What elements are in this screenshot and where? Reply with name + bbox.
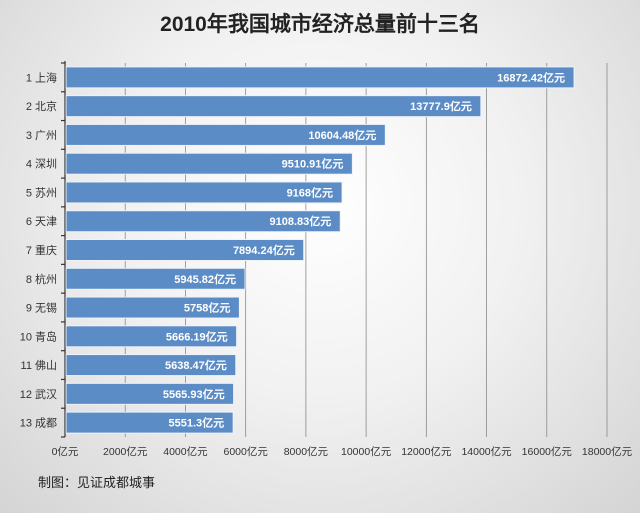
x-tick-label: 14000亿元 bbox=[461, 445, 512, 458]
bar bbox=[65, 325, 238, 348]
x-tick-label: 0亿元 bbox=[52, 445, 79, 458]
category-label: 4 深圳 bbox=[26, 158, 57, 171]
x-tick-label: 16000亿元 bbox=[522, 445, 573, 458]
category-label: 10 青岛 bbox=[20, 329, 57, 343]
bar bbox=[65, 296, 240, 319]
x-tick-label: 12000亿元 bbox=[401, 445, 452, 458]
category-label: 13 成都 bbox=[20, 417, 57, 430]
bar bbox=[65, 95, 482, 118]
category-label: 3 广州 bbox=[26, 129, 57, 142]
x-tick-label: 8000亿元 bbox=[284, 445, 329, 458]
bar bbox=[65, 210, 341, 233]
data-label: 7894.24亿元 bbox=[233, 243, 295, 257]
data-label: 5638.47亿元 bbox=[165, 358, 227, 372]
data-label: 9108.83亿元 bbox=[270, 214, 332, 228]
category-label: 1 上海 bbox=[26, 70, 57, 84]
bar bbox=[65, 382, 235, 405]
bar bbox=[65, 152, 353, 175]
bar bbox=[65, 239, 305, 261]
x-tick-label: 18000亿元 bbox=[582, 445, 633, 458]
bar bbox=[65, 411, 234, 434]
category-label: 6 天津 bbox=[26, 215, 57, 228]
data-label: 10604.48亿元 bbox=[308, 128, 376, 142]
category-label: 2 北京 bbox=[26, 99, 57, 113]
category-label: 8 杭州 bbox=[26, 272, 57, 286]
x-tick-label: 4000亿元 bbox=[163, 445, 208, 458]
category-label: 9 无锡 bbox=[26, 301, 57, 315]
bar bbox=[65, 267, 246, 290]
data-label: 9168亿元 bbox=[287, 185, 333, 199]
bar bbox=[65, 181, 343, 204]
data-label: 5945.82亿元 bbox=[174, 272, 236, 286]
data-label: 16872.42亿元 bbox=[497, 70, 565, 84]
data-label: 5666.19亿元 bbox=[166, 329, 228, 343]
category-label: 7 重庆 bbox=[26, 243, 57, 257]
bar bbox=[65, 66, 575, 89]
category-label: 5 苏州 bbox=[26, 186, 57, 199]
category-label: 11 佛山 bbox=[21, 359, 57, 372]
chart-title: 2010年我国城市经济总量前十三名 bbox=[160, 13, 480, 36]
data-label: 5758亿元 bbox=[184, 301, 230, 315]
x-tick-label: 10000亿元 bbox=[341, 445, 392, 458]
data-label: 5565.93亿元 bbox=[163, 387, 225, 401]
bar bbox=[65, 123, 386, 146]
data-label: 5551.3亿元 bbox=[168, 416, 224, 430]
x-tick-label: 6000亿元 bbox=[223, 445, 268, 458]
data-label: 13777.9亿元 bbox=[410, 99, 472, 113]
category-label: 12 武汉 bbox=[20, 388, 57, 401]
x-tick-label: 2000亿元 bbox=[103, 445, 148, 458]
bar bbox=[65, 354, 237, 377]
chart-credit: 制图：见证成都城事 bbox=[38, 476, 156, 491]
data-label: 9510.91亿元 bbox=[282, 157, 344, 171]
